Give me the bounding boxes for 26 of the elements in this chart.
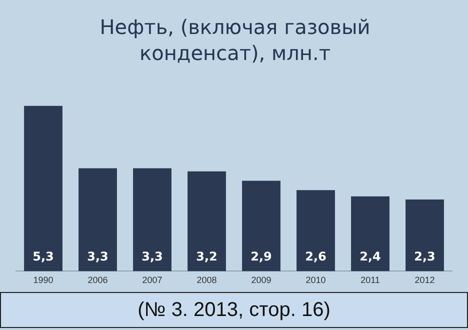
- text: (№ 3. 2013, стор. 16): [0, 292, 468, 328]
- bar: [78, 168, 117, 272]
- x-tick-label: 2009: [251, 275, 272, 286]
- data-label: 3,3: [87, 249, 108, 264]
- data-label: 3,2: [196, 249, 218, 264]
- chart-title: Нефть, (включая газовый конденсат), млн.т: [98, 14, 372, 66]
- bar: [242, 180, 280, 272]
- bar: [351, 196, 390, 272]
- data-label: 2,3: [414, 249, 436, 264]
- bar: [133, 168, 172, 272]
- data-label: 5,3: [32, 249, 54, 264]
- x-tick-label: 2012: [414, 275, 435, 286]
- x-tick-label: 2011: [360, 275, 380, 286]
- data-label: 2,9: [250, 249, 272, 264]
- x-tick-label: 2006: [88, 275, 108, 286]
- x-tick-label: 1990: [33, 275, 54, 286]
- x-tick-label: 2007: [142, 275, 162, 286]
- data-label: 3,3: [142, 249, 163, 264]
- x-tick-label: 2010: [306, 275, 326, 286]
- bar: [24, 106, 62, 272]
- x-tick-label: 2008: [196, 275, 217, 286]
- data-label: 2,6: [305, 249, 326, 264]
- data-label: 2,4: [360, 249, 381, 264]
- bar: [296, 190, 335, 272]
- bar: [188, 171, 226, 272]
- bar: [406, 199, 444, 272]
